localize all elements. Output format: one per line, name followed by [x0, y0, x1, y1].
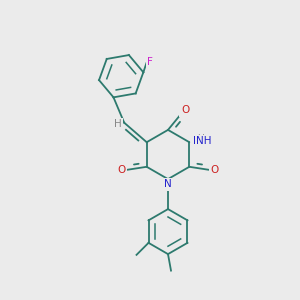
Text: N: N [193, 136, 201, 146]
Text: O: O [180, 106, 189, 116]
Text: N: N [193, 136, 201, 146]
Text: N: N [164, 178, 172, 189]
Text: O: O [211, 165, 219, 175]
Text: O: O [180, 106, 189, 116]
Text: O: O [210, 165, 218, 175]
Text: O: O [118, 165, 126, 175]
Text: O: O [117, 165, 125, 175]
Text: NH: NH [196, 136, 212, 146]
Text: H: H [114, 118, 122, 129]
Text: N: N [164, 179, 172, 190]
Text: H: H [197, 134, 204, 143]
Text: O: O [181, 105, 189, 116]
Text: H: H [114, 119, 122, 129]
Text: N: N [164, 179, 172, 190]
Text: O: O [118, 165, 126, 175]
Text: O: O [210, 165, 218, 175]
Text: F: F [147, 57, 153, 67]
Text: F: F [147, 57, 153, 67]
